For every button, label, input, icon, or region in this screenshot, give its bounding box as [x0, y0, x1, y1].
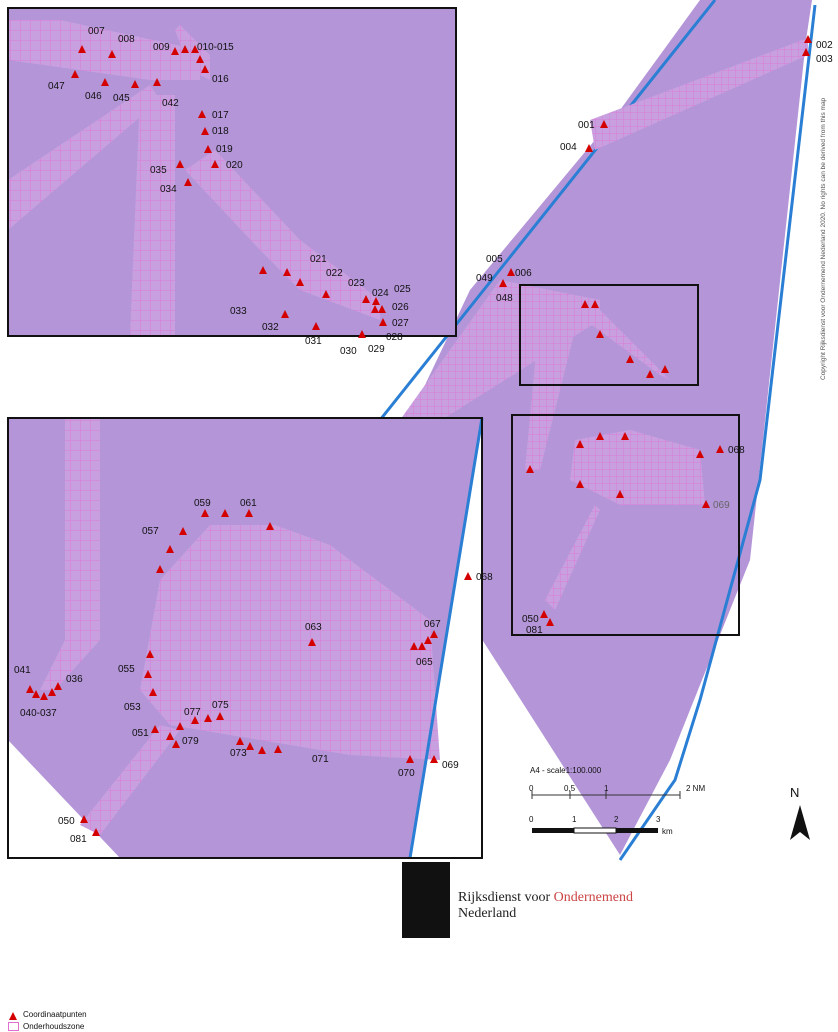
svg-text:003: 003: [816, 54, 833, 65]
legend-points: Coordinaatpunten: [23, 1009, 87, 1019]
svg-text:053: 053: [124, 702, 141, 713]
legend-zone-icon: [8, 1021, 19, 1031]
svg-text:061: 061: [240, 498, 257, 509]
svg-text:021: 021: [310, 254, 327, 265]
north-label: N: [790, 785, 800, 800]
svg-text:025: 025: [394, 284, 411, 295]
svg-text:027: 027: [392, 318, 409, 329]
svg-text:081: 081: [526, 625, 543, 636]
svg-text:028: 028: [386, 332, 403, 343]
main-inset-frame-1: [519, 284, 699, 386]
svg-text:071: 071: [312, 754, 329, 765]
svg-text:023: 023: [348, 278, 365, 289]
svg-text:036: 036: [66, 674, 83, 685]
main-inset-frame-2: [511, 414, 740, 636]
svg-text:051: 051: [132, 728, 149, 739]
legend-zone: Onderhoudszone: [8, 1020, 84, 1032]
svg-text:077: 077: [184, 707, 201, 718]
svg-text:035: 035: [150, 165, 167, 176]
svg-text:024: 024: [372, 288, 389, 299]
svg-text:073: 073: [230, 748, 247, 759]
svg-text:1: 1: [572, 815, 577, 824]
scale-title: A4 - scale1:100.000: [530, 766, 602, 775]
svg-text:048: 048: [496, 293, 513, 304]
svg-text:041: 041: [14, 665, 31, 676]
svg-text:020: 020: [226, 160, 243, 171]
svg-text:2 NM: 2 NM: [686, 784, 705, 793]
svg-text:016: 016: [212, 74, 229, 85]
svg-text:1: 1: [604, 784, 609, 793]
svg-text:050: 050: [58, 816, 75, 827]
svg-text:006: 006: [515, 268, 532, 279]
svg-text:001: 001: [578, 120, 595, 131]
svg-text:068: 068: [476, 572, 493, 583]
main-points: [396, 35, 812, 626]
svg-text:019: 019: [216, 144, 233, 155]
zone-main-6: [545, 505, 600, 610]
svg-text:069: 069: [713, 500, 730, 511]
svg-text:010-015: 010-015: [197, 42, 234, 53]
kavel-area: [380, 0, 812, 855]
svg-text:049: 049: [476, 273, 493, 284]
inset-1: 007 008 009 010-015 047 046 045 042 016 …: [7, 7, 457, 357]
svg-text:008: 008: [118, 34, 135, 45]
svg-text:046: 046: [85, 91, 102, 102]
svg-text:3: 3: [656, 815, 661, 824]
svg-text:070: 070: [398, 768, 415, 779]
zone-main-3: [525, 310, 580, 470]
svg-text:009: 009: [153, 42, 170, 53]
svg-text:0: 0: [529, 815, 534, 824]
svg-text:026: 026: [392, 302, 409, 313]
svg-text:004: 004: [560, 142, 577, 153]
svg-text:079: 079: [182, 736, 199, 747]
svg-text:057: 057: [142, 526, 159, 537]
windarea-boundary-east: [618, 4, 817, 861]
svg-text:0,5: 0,5: [564, 784, 576, 793]
svg-text:031: 031: [305, 336, 322, 347]
copyright: Copyright Rijksdienst voor Ondernemend N…: [820, 97, 827, 380]
svg-text:km: km: [662, 827, 673, 836]
svg-text:065: 065: [416, 657, 433, 668]
north-arrow-icon: [790, 805, 810, 840]
svg-text:069: 069: [442, 760, 459, 771]
inset-2: 068 059 061 057 063 067 065 041 036 040-…: [7, 417, 493, 859]
svg-text:068: 068: [728, 445, 745, 456]
zone-main-1: [590, 38, 808, 150]
svg-text:005: 005: [486, 254, 503, 265]
svg-text:022: 022: [326, 268, 343, 279]
svg-text:047: 047: [48, 81, 65, 92]
svg-text:059: 059: [194, 498, 211, 509]
svg-text:029: 029: [368, 344, 385, 355]
svg-text:040-037: 040-037: [20, 708, 57, 719]
legend-point-icon: [9, 1012, 17, 1020]
zone-main-5: [570, 430, 705, 505]
logo-crest: [402, 862, 450, 938]
svg-text:017: 017: [212, 110, 229, 121]
svg-text:034: 034: [160, 184, 177, 195]
svg-text:0: 0: [529, 784, 534, 793]
svg-text:033: 033: [230, 306, 247, 317]
svg-text:2: 2: [614, 815, 619, 824]
svg-text:002: 002: [816, 40, 833, 51]
svg-text:081: 081: [70, 834, 87, 845]
svg-text:007: 007: [88, 26, 105, 37]
svg-text:032: 032: [262, 322, 279, 333]
svg-text:055: 055: [118, 664, 135, 675]
logo-text: Rijksdienst voor Ondernemend Nederland: [458, 890, 633, 921]
svg-text:075: 075: [212, 700, 229, 711]
svg-text:050: 050: [522, 614, 539, 625]
svg-text:045: 045: [113, 93, 130, 104]
svg-text:030: 030: [340, 346, 357, 357]
svg-text:042: 042: [162, 98, 179, 109]
scale-bar: 0 0,5 1 2 NM 0 1 2 3 km: [529, 784, 705, 836]
zone-main-4: [585, 310, 670, 380]
svg-text:063: 063: [305, 622, 322, 633]
svg-text:018: 018: [212, 126, 229, 137]
svg-text:067: 067: [424, 619, 441, 630]
